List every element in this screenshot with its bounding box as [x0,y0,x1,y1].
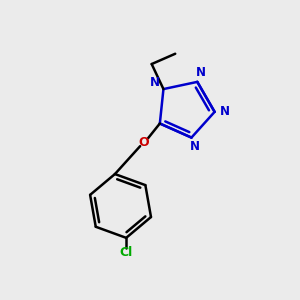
Text: N: N [150,76,160,89]
Text: N: N [220,105,230,118]
Text: N: N [196,66,206,79]
Text: N: N [190,140,200,154]
Text: O: O [138,136,149,149]
Text: Cl: Cl [120,246,133,259]
